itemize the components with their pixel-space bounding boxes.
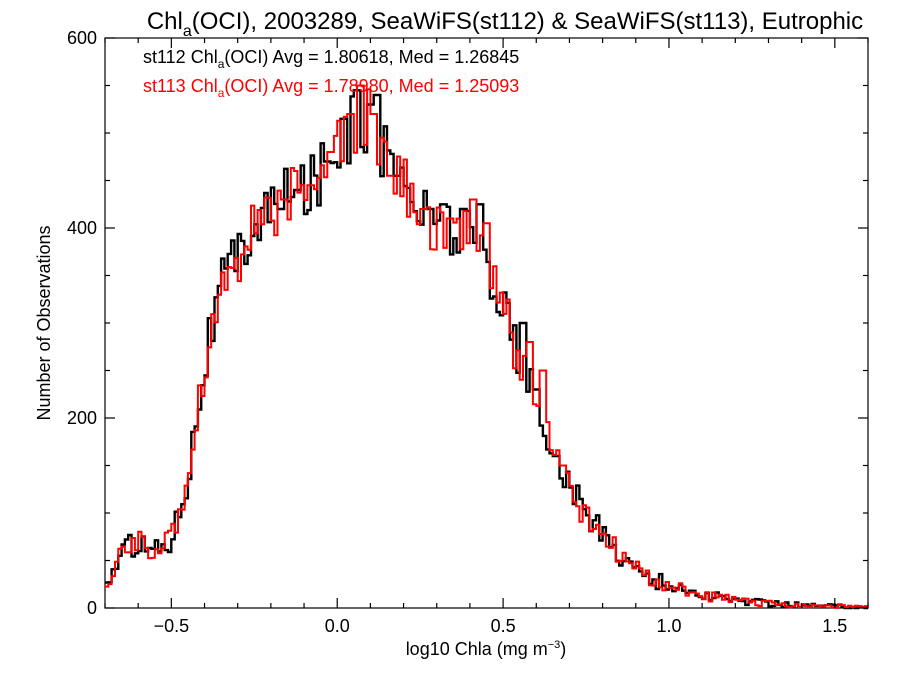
legend-entry-st112: st112 Chla(OCI) Avg = 1.80618, Med = 1.2… — [143, 47, 519, 71]
legend-st113-part-b: (OCI) Avg = 1.78980, Med = 1.25093 — [224, 76, 519, 96]
legend: st112 Chla(OCI) Avg = 1.80618, Med = 1.2… — [143, 47, 519, 100]
chart-title: Chla(OCI), 2003289, SeaWiFS(st112) & Sea… — [147, 8, 863, 40]
y-axis: 0 200 400 600 — [67, 28, 868, 618]
chart-title-part-a: Chl — [147, 8, 183, 35]
x-tick-label: 1.5 — [822, 616, 847, 636]
legend-entry-st113: st113 Chla(OCI) Avg = 1.78980, Med = 1.2… — [143, 76, 519, 100]
x-tick-label: 0.5 — [491, 616, 516, 636]
x-tick-label: −0.5 — [154, 616, 190, 636]
chart-title-subscript: a — [183, 23, 192, 40]
y-axis-label: Number of Observations — [34, 225, 54, 420]
series-line-st112 — [105, 89, 868, 610]
x-tick-label: 1.0 — [656, 616, 681, 636]
y-tick-label: 0 — [87, 598, 97, 618]
legend-st112-part-b: (OCI) Avg = 1.80618, Med = 1.26845 — [224, 47, 519, 67]
legend-st112-part-a: st112 Chl — [143, 47, 218, 67]
y-tick-label: 600 — [67, 28, 97, 48]
y-tick-label: 200 — [67, 408, 97, 428]
series-line-st113 — [105, 84, 868, 609]
legend-st113-subscript: a — [218, 86, 225, 100]
x-axis: −0.5 0.0 0.5 1.0 1.5 — [104, 38, 869, 636]
series-layer — [105, 84, 868, 610]
x-tick-label: 0.0 — [325, 616, 350, 636]
chart-title-part-b: (OCI), 2003289, SeaWiFS(st112) & SeaWiFS… — [192, 8, 863, 35]
x-axis-label-superscript: −3 — [548, 639, 561, 651]
plot-frame — [104, 37, 869, 609]
y-tick-label: 400 — [67, 218, 97, 238]
x-axis-label-part-a: log10 Chla (mg m — [406, 639, 548, 659]
x-axis-label: log10 Chla (mg m−3) — [406, 639, 567, 659]
x-axis-label-part-b: ) — [560, 639, 566, 659]
legend-st113-part-a: st113 Chl — [143, 76, 218, 96]
legend-st112-subscript: a — [218, 57, 225, 71]
